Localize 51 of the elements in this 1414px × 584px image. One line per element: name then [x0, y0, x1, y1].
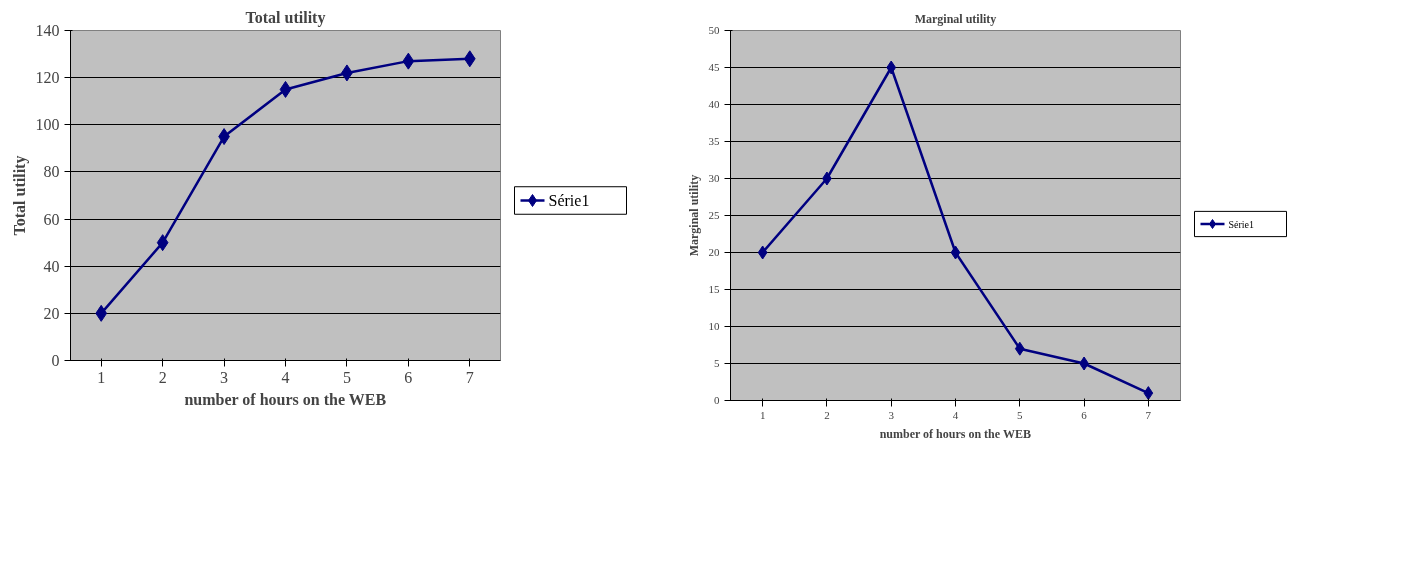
- x-tick-label: 7: [1145, 408, 1152, 421]
- x-tick-label: 1: [759, 408, 766, 421]
- y-tick-label: 40: [708, 98, 720, 110]
- y-tick-label: 80: [43, 163, 60, 181]
- y-tick-label: 50: [708, 24, 720, 36]
- x-tick-label: 5: [1017, 408, 1024, 421]
- x-tick-label: 2: [158, 368, 167, 386]
- point: [95, 304, 108, 322]
- point: [1014, 341, 1025, 356]
- x-tick-label: 4: [952, 408, 959, 421]
- x-axis-title: number of hours on the WEB: [184, 390, 387, 408]
- point: [886, 60, 897, 75]
- y-tick-label: 45: [708, 61, 720, 73]
- y-tick-label: 60: [43, 210, 60, 228]
- y-tick-label: 20: [708, 246, 720, 258]
- x-tick-label: 3: [888, 408, 895, 421]
- y-tick-label: 140: [35, 22, 60, 39]
- legend-label: Série1: [1228, 218, 1255, 230]
- y-tick-label: 20: [43, 304, 60, 322]
- y-tick-label: 0: [714, 394, 720, 406]
- x-tick-label: 6: [1081, 408, 1088, 421]
- point: [463, 50, 476, 68]
- point: [757, 245, 768, 260]
- y-tick-label: 35: [708, 135, 720, 147]
- y-tick-label: 15: [708, 283, 720, 295]
- x-tick-label: 7: [465, 368, 474, 386]
- x-tick-label: 4: [281, 368, 290, 386]
- y-axis-title: Total utility: [10, 155, 29, 236]
- point: [402, 52, 415, 70]
- legend-label: Série1: [548, 192, 590, 209]
- point: [950, 245, 961, 260]
- point: [279, 80, 292, 98]
- x-tick-label: 1: [97, 368, 106, 386]
- x-tick-label: 6: [404, 368, 413, 386]
- x-tick-label: 3: [220, 368, 229, 386]
- x-tick-label: 2: [824, 408, 830, 421]
- x-tick-label: 5: [342, 368, 351, 386]
- chart-title: Marginal utility: [914, 11, 997, 26]
- y-tick-label: 40: [43, 257, 60, 275]
- y-tick-label: 100: [35, 116, 60, 134]
- chart-title: Total utility: [245, 8, 326, 27]
- y-axis-title: Marginal utility: [686, 174, 701, 257]
- y-tick-label: 30: [708, 172, 720, 184]
- y-tick-label: 5: [714, 357, 720, 369]
- x-axis-title: number of hours on the WEB: [879, 426, 1031, 441]
- point: [1143, 386, 1154, 401]
- y-tick-label: 10: [708, 320, 720, 332]
- y-tick-label: 120: [35, 69, 60, 87]
- y-tick-label: 0: [51, 352, 60, 369]
- y-tick-label: 25: [708, 209, 720, 221]
- point: [156, 234, 169, 252]
